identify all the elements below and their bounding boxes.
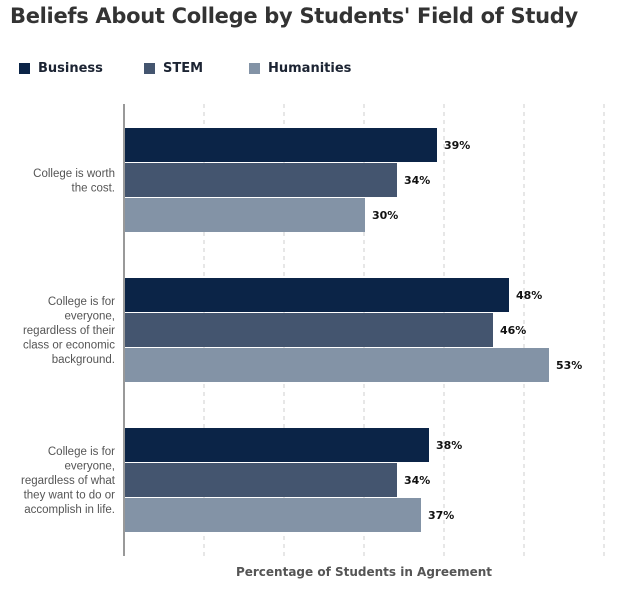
category-label-line: regardless of their: [23, 325, 115, 337]
legend-swatch-business: [19, 63, 30, 74]
legend-label-stem: STEM: [163, 61, 204, 76]
bar-stem-0: [125, 163, 397, 197]
data-label: 38%: [436, 439, 462, 452]
category-label-line: everyone,: [64, 311, 115, 323]
bar-business-0: [125, 128, 437, 162]
data-label: 37%: [428, 509, 454, 522]
chart-legend: Business STEM Humanities: [19, 61, 579, 79]
category-label-line: College is worth: [33, 168, 115, 180]
data-label: 48%: [516, 289, 542, 302]
data-label: 46%: [500, 324, 526, 337]
category-label-line: College is for: [48, 296, 115, 308]
legend-label-humanities: Humanities: [268, 61, 352, 76]
legend-item-humanities: Humanities: [249, 61, 351, 76]
x-axis-label: Percentage of Students in Agreement: [235, 565, 493, 579]
chart-title: Beliefs About College by Students' Field…: [10, 4, 578, 28]
bar-stem-2: [125, 463, 397, 497]
data-label: 30%: [372, 209, 398, 222]
category-label-line: they want to do or: [24, 490, 116, 502]
data-label: 34%: [404, 174, 430, 187]
category-label-line: background.: [52, 354, 115, 366]
bar-humanities-0: [125, 198, 365, 232]
bar-stem-1: [125, 313, 493, 347]
data-label: 34%: [404, 474, 430, 487]
bar-humanities-2: [125, 498, 421, 532]
bar-business-2: [125, 428, 429, 462]
data-label: 39%: [444, 139, 470, 152]
category-label-line: everyone,: [64, 461, 115, 473]
legend-swatch-stem: [144, 63, 155, 74]
category-label-line: accomplish in life.: [24, 504, 115, 516]
category-label-line: the cost.: [72, 182, 115, 194]
category-label-line: class or economic: [23, 340, 115, 352]
bar-humanities-1: [125, 348, 549, 382]
data-label: 53%: [556, 359, 582, 372]
legend-item-business: Business: [19, 61, 103, 76]
category-label-line: regardless of what: [21, 475, 116, 487]
bar-business-1: [125, 278, 509, 312]
category-label-line: College is for: [48, 446, 115, 458]
legend-item-stem: STEM: [144, 61, 203, 76]
legend-label-business: Business: [38, 61, 103, 76]
legend-swatch-humanities: [249, 63, 260, 74]
